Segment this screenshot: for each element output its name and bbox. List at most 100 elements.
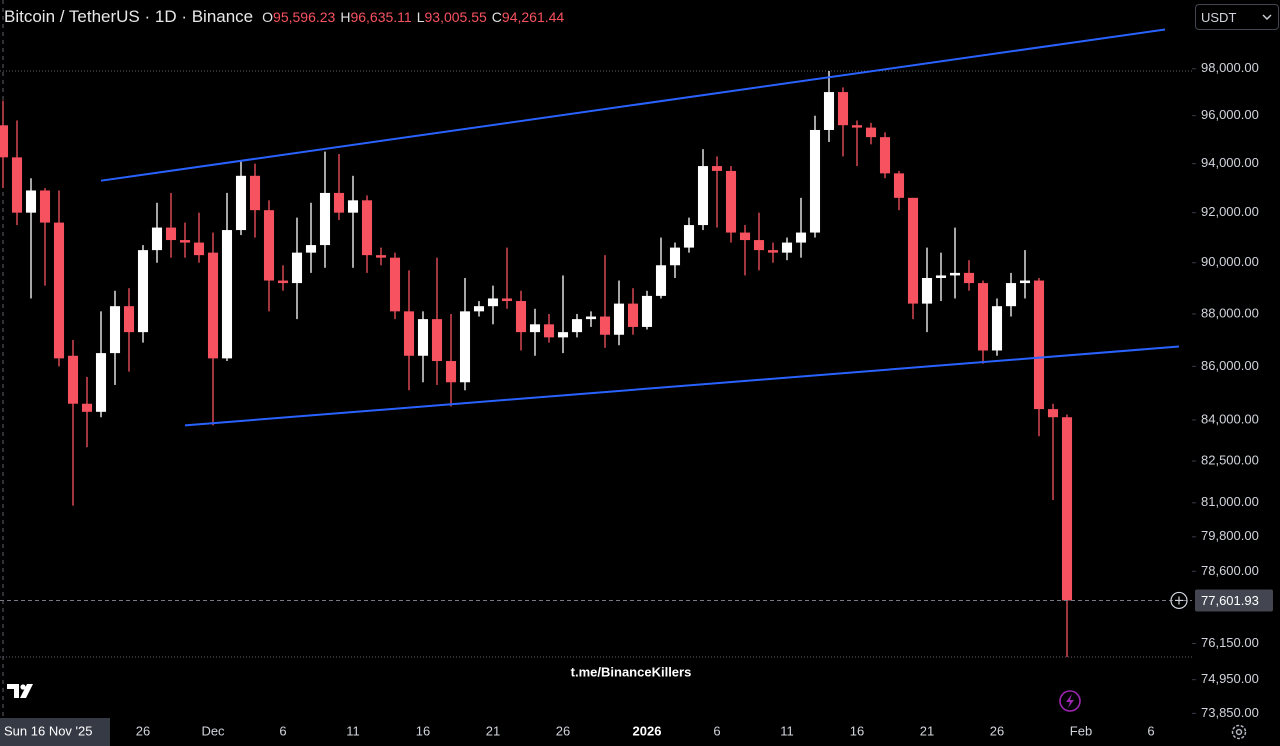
candle-body xyxy=(753,240,765,251)
candle-body xyxy=(403,311,415,356)
candle-body xyxy=(333,192,345,213)
candle-body xyxy=(417,319,429,356)
candle-body xyxy=(781,242,793,253)
y-tick-label: 92,000.00 xyxy=(1201,204,1259,219)
x-tick-label: 2026 xyxy=(633,723,662,738)
x-tick-label: 16 xyxy=(416,723,430,738)
candle-body xyxy=(641,295,653,327)
candle-body xyxy=(445,361,457,383)
x-tick-label: 11 xyxy=(346,723,360,738)
candle-body xyxy=(81,403,93,412)
candle-body xyxy=(683,225,695,248)
settings-icon[interactable] xyxy=(1231,724,1247,740)
candle-body xyxy=(347,200,359,213)
candle-body xyxy=(137,250,149,333)
ohlc-key: H xyxy=(340,9,351,25)
x-tick-label: 26 xyxy=(556,723,570,738)
chevron xyxy=(1262,14,1272,20)
candle-body xyxy=(613,303,625,335)
candle-body xyxy=(67,355,79,404)
candle-body xyxy=(305,245,317,253)
x-tick-label: 16 xyxy=(850,723,864,738)
x-tick-label: 21 xyxy=(486,723,500,738)
candle-body xyxy=(795,232,807,243)
y-tick-label: 84,000.00 xyxy=(1201,411,1259,426)
lightning-icon[interactable] xyxy=(1059,690,1081,712)
watermark: t.me/BinanceKillers xyxy=(571,664,692,679)
candle-body xyxy=(557,332,569,338)
y-tick-label: 88,000.00 xyxy=(1201,305,1259,320)
symbol-title: Bitcoin / TetherUS · 1D · Binance xyxy=(4,7,254,26)
y-tick-label: 90,000.00 xyxy=(1201,254,1259,269)
candle-body xyxy=(361,200,373,256)
candle-body xyxy=(123,306,135,333)
y-tick-label: 79,800.00 xyxy=(1201,528,1259,543)
candle-body xyxy=(879,137,891,174)
y-tick-label: 98,000.00 xyxy=(1201,60,1259,75)
candle-body xyxy=(95,353,107,412)
candle-body xyxy=(767,250,779,253)
ohlc-key: O xyxy=(262,9,274,25)
crosshair-label: Sun 16 Nov '25 xyxy=(4,723,93,738)
candle-body xyxy=(949,272,961,276)
trendline xyxy=(100,28,1166,182)
candle-body xyxy=(599,316,611,335)
candle-body xyxy=(1033,280,1045,410)
x-tick-label: 6 xyxy=(279,723,286,738)
candle-body xyxy=(809,129,821,233)
candle-body xyxy=(277,280,289,284)
x-tick-label: 11 xyxy=(780,723,794,738)
y-tick-label: 76,150.00 xyxy=(1201,635,1259,650)
y-tick-label: 74,950.00 xyxy=(1201,671,1259,686)
price-label-box xyxy=(1195,589,1273,612)
header: Bitcoin / TetherUS · 1D · Binance O95,59… xyxy=(4,7,569,27)
candle-body xyxy=(501,298,513,302)
candle-body xyxy=(39,190,51,223)
y-tick-label: 82,500.00 xyxy=(1201,452,1259,467)
candle-body xyxy=(991,306,1003,351)
candle-body xyxy=(1005,283,1017,307)
ohlc-values: O95,596.23 H96,635.11 L93,005.55 C94,261.44 xyxy=(262,9,569,25)
y-tick-label: 81,000.00 xyxy=(1201,494,1259,509)
candle-body xyxy=(235,175,247,231)
candle-body xyxy=(165,227,177,241)
candle-body xyxy=(977,283,989,351)
candle-body xyxy=(655,265,667,296)
candle-body xyxy=(53,222,65,359)
axes: 98,000.00 96,000.00 94,000.00 92,000.00 90,0… xyxy=(0,60,1273,746)
candle-body xyxy=(739,232,751,241)
ohlc-value: 96,635.11 xyxy=(350,9,412,25)
x-tick-label: 21 xyxy=(920,723,934,738)
candle-body xyxy=(963,272,975,284)
candle-body xyxy=(291,252,303,284)
candle-body xyxy=(725,170,737,233)
candle-body xyxy=(193,242,205,256)
x-tick-label: Feb xyxy=(1070,723,1092,738)
currency-select[interactable]: USDT xyxy=(1195,4,1279,30)
candle-body xyxy=(851,125,863,128)
candle-body xyxy=(389,257,401,312)
y-tick-label: 94,000.00 xyxy=(1201,155,1259,170)
candle-body xyxy=(711,166,723,171)
y-tick-label: 86,000.00 xyxy=(1201,358,1259,373)
candle-body xyxy=(319,192,331,246)
candle-body xyxy=(515,301,527,333)
candle-body xyxy=(823,92,835,130)
ohlc-key: L xyxy=(416,9,425,25)
candle-body xyxy=(487,298,499,307)
candle-body xyxy=(221,230,233,359)
add-alert-icon[interactable] xyxy=(1170,591,1188,610)
x-tick-label: 26 xyxy=(136,723,150,738)
candle-body xyxy=(0,125,9,158)
candle-body xyxy=(431,319,443,362)
candle-body xyxy=(207,252,219,359)
candle-body xyxy=(249,175,261,211)
candle-body xyxy=(921,277,933,304)
crosshair-label-box xyxy=(0,718,110,746)
candle-body xyxy=(263,210,275,281)
candle-body xyxy=(1047,409,1059,418)
y-tick-label: 96,000.00 xyxy=(1201,107,1259,122)
y-tick-label: 78,600.00 xyxy=(1201,563,1259,578)
